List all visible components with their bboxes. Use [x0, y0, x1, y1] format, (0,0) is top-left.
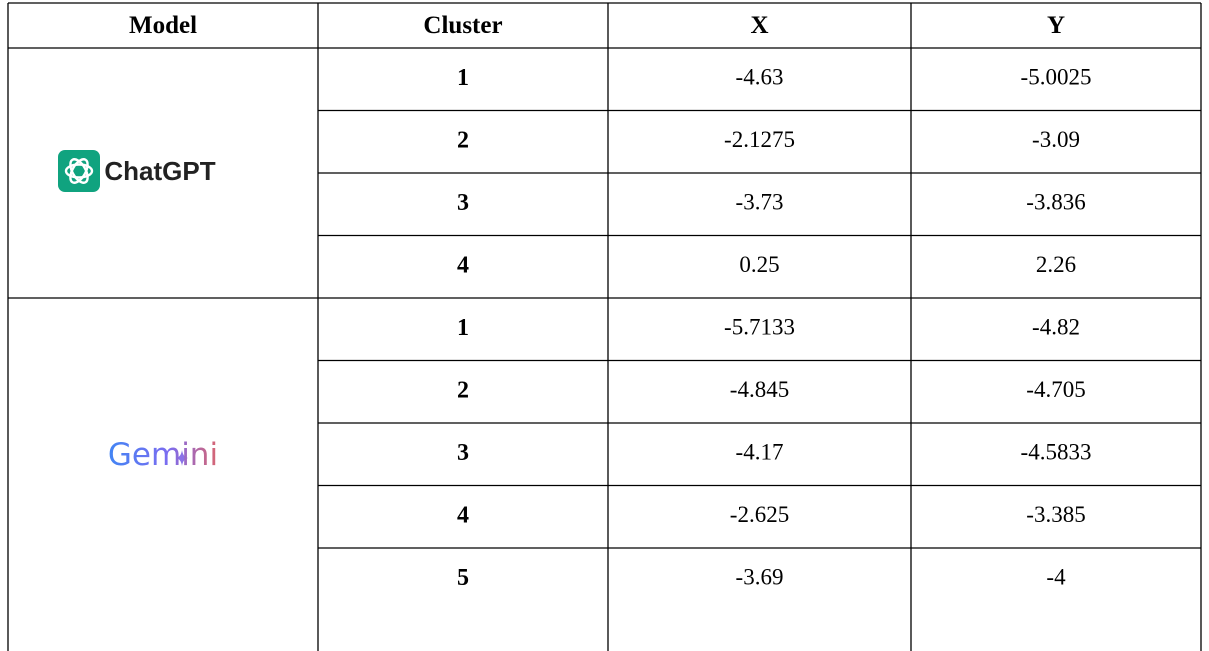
value-cell: -3.836: [1026, 190, 1085, 215]
value-cell: -4.63: [736, 65, 784, 90]
cluster-cell: 5: [457, 565, 469, 591]
value-cell: -3.09: [1032, 127, 1080, 152]
value-cell: -5.7133: [724, 315, 795, 340]
value-cell: -4.705: [1026, 377, 1085, 402]
value-cell: -4: [1046, 565, 1066, 590]
cluster-cell: 1: [457, 315, 469, 341]
value-cell: -4.5833: [1021, 440, 1092, 465]
value-cell: -4.17: [736, 440, 784, 465]
value-cell: 0.25: [739, 252, 779, 277]
cluster-cell: 3: [457, 190, 469, 216]
cluster-cell: 2: [457, 127, 469, 153]
header-cell: X: [750, 12, 768, 39]
model-name: Gemini: [108, 437, 218, 473]
value-cell: -4.82: [1032, 315, 1080, 340]
header-cell: Y: [1047, 12, 1065, 39]
cluster-cell: 4: [457, 502, 469, 528]
value-cell: -4.845: [730, 377, 789, 402]
value-cell: -3.73: [736, 190, 784, 215]
model-name: ChatGPT: [104, 156, 215, 186]
header-cell: Model: [129, 12, 197, 39]
gemini-sparkle: [176, 450, 188, 466]
value-cell: -2.625: [730, 502, 789, 527]
value-cell: -3.385: [1026, 502, 1085, 527]
value-cell: -5.0025: [1021, 65, 1092, 90]
cluster-cell: 1: [457, 65, 469, 91]
value-cell: -2.1275: [724, 127, 795, 152]
cluster-cell: 3: [457, 440, 469, 466]
value-cell: -3.69: [736, 565, 784, 590]
cluster-cell: 2: [457, 377, 469, 403]
header-cell: Cluster: [423, 12, 502, 39]
cluster-cell: 4: [457, 252, 469, 278]
value-cell: 2.26: [1036, 252, 1076, 277]
chatgpt-icon: [58, 150, 100, 192]
